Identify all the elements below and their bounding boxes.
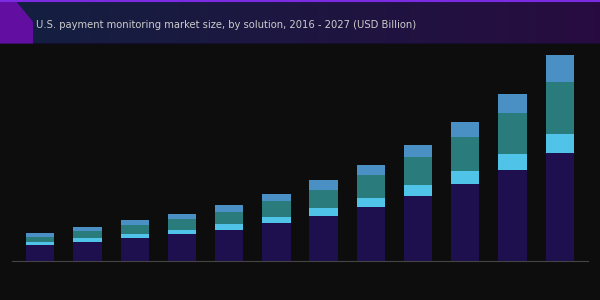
Bar [451,184,479,261]
Bar [168,230,196,234]
Bar [498,154,527,170]
Bar [404,145,432,157]
Bar [356,207,385,261]
Bar [404,185,432,196]
Bar [215,205,244,212]
Bar [310,190,338,208]
Bar [356,165,385,175]
Bar [121,220,149,225]
Bar [168,214,196,219]
Text: U.S. payment monitoring market size, by solution, 2016 - 2027 (USD Billion): U.S. payment monitoring market size, by … [36,20,416,30]
Bar [310,215,338,261]
Bar [404,196,432,261]
Bar [498,170,527,261]
Bar [215,224,244,230]
Bar [498,113,527,154]
Bar [498,94,527,113]
Bar [121,238,149,261]
Bar [545,153,574,261]
Bar [451,122,479,137]
Bar [121,225,149,234]
Bar [262,223,290,261]
Bar [26,242,55,245]
Bar [73,231,102,238]
Bar [26,233,55,237]
Bar [121,234,149,238]
Bar [168,234,196,261]
Bar [545,55,574,82]
Bar [310,180,338,190]
Bar [404,157,432,185]
Bar [545,134,574,153]
Bar [451,137,479,171]
Bar [73,238,102,242]
Bar [215,212,244,224]
Bar [26,245,55,261]
Bar [310,208,338,215]
Bar [545,82,574,134]
Bar [168,219,196,230]
Bar [356,175,385,198]
Bar [26,237,55,242]
Bar [451,171,479,184]
Bar [262,194,290,202]
Bar [262,202,290,217]
Bar [215,230,244,261]
Bar [73,227,102,231]
Polygon shape [0,0,33,44]
Bar [73,242,102,261]
Bar [356,198,385,207]
Bar [262,217,290,223]
